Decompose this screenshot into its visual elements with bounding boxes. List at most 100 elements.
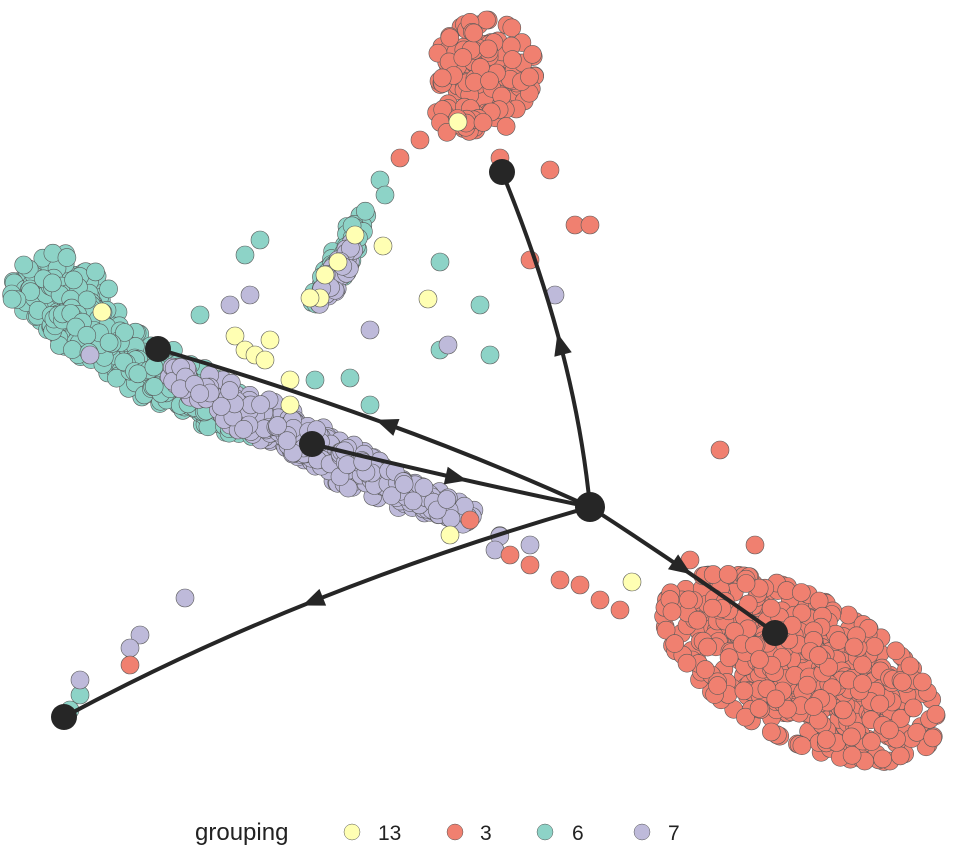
legend: grouping 13 3 6 7 bbox=[195, 819, 680, 846]
point-group-7-501 bbox=[70, 670, 90, 690]
point-group-3-592 bbox=[791, 583, 811, 602]
point-group-6-622 bbox=[430, 252, 450, 272]
point-group-3-952 bbox=[590, 590, 610, 610]
point-group-3-698 bbox=[766, 689, 786, 709]
point-group-13-12 bbox=[345, 225, 365, 245]
legend-title: grouping bbox=[195, 819, 288, 846]
point-group-3-680 bbox=[842, 727, 861, 747]
point-group-3-957 bbox=[120, 655, 140, 675]
point-group-3-695 bbox=[804, 697, 823, 716]
point-group-3-951 bbox=[570, 575, 590, 595]
point-group-7-494 bbox=[360, 320, 380, 340]
point-group-3-662 bbox=[695, 660, 715, 679]
trajectory-arrow-2 bbox=[443, 466, 468, 485]
point-group-7-436 bbox=[382, 486, 402, 506]
trajectory-node-0 bbox=[489, 159, 515, 185]
point-group-3-895 bbox=[432, 68, 452, 88]
point-group-3-948 bbox=[745, 535, 765, 555]
point-group-3-625 bbox=[853, 655, 872, 675]
point-group-3-938 bbox=[473, 113, 493, 132]
point-group-3-954 bbox=[520, 555, 540, 575]
point-group-3-899 bbox=[480, 71, 499, 91]
point-group-3-636 bbox=[677, 653, 697, 673]
point-group-3-576 bbox=[718, 565, 738, 584]
point-group-3-664 bbox=[792, 603, 812, 623]
point-group-6-232 bbox=[64, 270, 83, 290]
point-group-7-495 bbox=[438, 335, 458, 355]
point-group-6-627 bbox=[305, 370, 325, 390]
point-group-6-546 bbox=[144, 377, 164, 396]
point-group-3-666 bbox=[870, 694, 890, 714]
point-group-7-398 bbox=[337, 455, 357, 475]
point-group-3-940 bbox=[390, 148, 410, 168]
point-group-3-692 bbox=[816, 730, 836, 749]
point-group-7-286 bbox=[220, 381, 239, 400]
point-group-13-2 bbox=[225, 326, 245, 346]
point-group-3-637 bbox=[797, 675, 817, 695]
point-group-6-620 bbox=[250, 230, 270, 250]
point-group-7-318 bbox=[268, 416, 287, 435]
point-group-3-649 bbox=[708, 676, 727, 695]
point-group-3-678 bbox=[761, 722, 781, 742]
point-group-3-696 bbox=[844, 637, 864, 657]
point-group-13-1 bbox=[92, 302, 112, 322]
point-group-7-301 bbox=[234, 419, 253, 439]
point-group-3-400 bbox=[809, 591, 829, 611]
point-group-7-315 bbox=[277, 431, 297, 451]
point-group-3-594 bbox=[792, 736, 812, 756]
point-group-3-887 bbox=[503, 50, 522, 69]
point-group-3-548 bbox=[842, 745, 862, 765]
legend-swatch-6 bbox=[536, 823, 554, 841]
point-group-6-621 bbox=[235, 245, 255, 265]
point-group-6-535 bbox=[115, 323, 134, 342]
point-group-7-490 bbox=[175, 588, 195, 608]
point-group-3-898 bbox=[464, 23, 484, 43]
point-group-3-635 bbox=[698, 637, 717, 657]
point-group-3-945 bbox=[580, 215, 600, 235]
point-group-3-950 bbox=[550, 570, 570, 590]
legend-swatch-13 bbox=[343, 823, 361, 841]
trajectory-node-3 bbox=[762, 620, 788, 646]
legend-swatch-7 bbox=[633, 823, 651, 841]
legend-item-13: 13 bbox=[343, 822, 401, 845]
trajectory-node-1 bbox=[145, 336, 171, 362]
point-group-7-428 bbox=[414, 478, 434, 497]
point-group-3-655 bbox=[913, 672, 932, 692]
point-group-13-9 bbox=[300, 288, 320, 308]
point-group-3-536 bbox=[688, 610, 707, 630]
legend-item-3: 3 bbox=[446, 822, 492, 845]
point-group-3-661 bbox=[853, 674, 872, 693]
point-group-3-650 bbox=[734, 681, 754, 701]
point-group-3-673 bbox=[656, 620, 676, 640]
point-group-3-630 bbox=[904, 698, 923, 718]
point-group-13-14 bbox=[418, 289, 438, 309]
trajectory-node-4 bbox=[51, 704, 77, 730]
point-group-3-955 bbox=[500, 545, 520, 565]
point-group-6-629 bbox=[360, 395, 380, 415]
point-group-7-496 bbox=[240, 285, 260, 305]
point-group-6-245 bbox=[77, 290, 97, 310]
point-group-13-0 bbox=[448, 112, 468, 132]
point-group-6-246 bbox=[86, 262, 105, 282]
point-group-3-652 bbox=[662, 602, 682, 622]
trajectory-node-2 bbox=[299, 431, 325, 457]
point-group-3-679 bbox=[665, 634, 685, 653]
point-group-7-492 bbox=[120, 638, 140, 658]
point-group-3-539 bbox=[923, 728, 943, 748]
point-group-3-919 bbox=[496, 117, 516, 136]
point-group-3-868 bbox=[523, 45, 542, 64]
point-group-3-621 bbox=[886, 641, 906, 661]
point-group-6-631 bbox=[375, 185, 395, 205]
point-group-7-435 bbox=[437, 490, 457, 509]
point-group-3-693 bbox=[809, 646, 828, 665]
point-group-13-5 bbox=[255, 350, 275, 370]
point-group-3-677 bbox=[880, 720, 899, 740]
scatter-plot bbox=[2, 10, 946, 771]
point-group-7-497 bbox=[220, 295, 240, 315]
point-group-3-943 bbox=[540, 160, 560, 180]
point-group-3-947 bbox=[710, 440, 730, 460]
legend-label-6: 6 bbox=[572, 822, 584, 845]
point-group-6-240 bbox=[14, 255, 34, 275]
trajectory-arrow-4 bbox=[302, 588, 327, 606]
point-group-3-567 bbox=[891, 709, 911, 728]
